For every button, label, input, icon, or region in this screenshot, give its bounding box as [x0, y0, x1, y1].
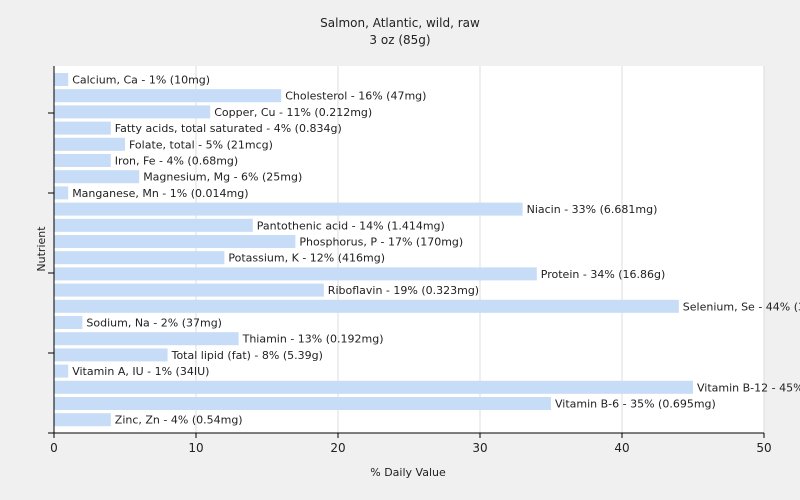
bar [54, 413, 111, 427]
bar [54, 137, 125, 151]
bar-data-label: Pantothenic acid - 14% (1.414mg) [257, 219, 445, 232]
plot-area [54, 66, 764, 433]
bar [54, 218, 253, 232]
bar [54, 267, 537, 281]
bar-data-label: Cholesterol - 16% (47mg) [285, 90, 426, 103]
bar [54, 364, 69, 378]
bar-data-label: Thiamin - 13% (0.192mg) [242, 333, 384, 346]
bar [54, 316, 83, 329]
bar-data-label: Manganese, Mn - 1% (0.014mg) [72, 187, 248, 200]
x-tick-label: 50 [756, 441, 771, 455]
bar [54, 121, 111, 135]
bar [54, 332, 239, 346]
bar [54, 170, 140, 184]
bar [54, 397, 551, 410]
bar-data-label: Vitamin A, IU - 1% (34IU) [72, 365, 209, 378]
bar-data-label: Iron, Fe - 4% (0.68mg) [115, 155, 238, 168]
bar-data-label: Total lipid (fat) - 8% (5.39g) [171, 349, 323, 362]
bar [54, 235, 296, 248]
bar-data-label: Phosphorus, P - 17% (170mg) [299, 236, 463, 249]
bar-data-label: Zinc, Zn - 4% (0.54mg) [115, 414, 243, 427]
bar [54, 154, 111, 167]
bar [54, 283, 324, 297]
bar-data-label: Vitamin B-12 - 45% (2.70mcg) [697, 381, 800, 394]
x-tick-label: 30 [472, 441, 487, 455]
bars: Calcium, Ca - 1% (10mg) Cholesterol - 16%… [54, 73, 800, 427]
x-tick-label: 20 [330, 441, 345, 455]
y-axis-label: Nutrient [35, 226, 48, 272]
x-tick-label: 0 [50, 441, 58, 455]
x-axis-label: % Daily Value [370, 466, 446, 479]
bar [54, 105, 211, 119]
bar-data-label: Niacin - 33% (6.681mg) [527, 203, 658, 216]
bar [54, 202, 523, 216]
chart-title: Salmon, Atlantic, wild, raw [320, 16, 480, 30]
bar [54, 89, 282, 103]
bar [54, 73, 69, 86]
bar-data-label: Selenium, Se - 44% (31.0mcg) [683, 300, 800, 313]
bar-data-label: Riboflavin - 19% (0.323mg) [328, 284, 479, 297]
bar [54, 299, 679, 313]
bar-data-label: Folate, total - 5% (21mcg) [129, 138, 273, 151]
bar [54, 186, 69, 200]
bar-data-label: Sodium, Na - 2% (37mg) [86, 317, 222, 330]
bar-data-label: Fatty acids, total saturated - 4% (0.834… [115, 122, 342, 135]
x-tick-label: 40 [614, 441, 629, 455]
bar-data-label: Protein - 34% (16.86g) [541, 268, 666, 281]
bar [54, 348, 168, 362]
bar [54, 380, 693, 394]
x-tick-label: 10 [188, 441, 203, 455]
bar-data-label: Magnesium, Mg - 6% (25mg) [143, 171, 302, 184]
bar-data-label: Calcium, Ca - 1% (10mg) [72, 74, 210, 87]
axes: 0 10 20 30 40 50 [48, 66, 772, 455]
bar-data-label: Vitamin B-6 - 35% (0.695mg) [555, 398, 716, 411]
bar-data-label: Copper, Cu - 11% (0.212mg) [214, 106, 372, 119]
bar-data-label: Potassium, K - 12% (416mg) [228, 252, 385, 265]
chart-subtitle: 3 oz (85g) [369, 33, 430, 47]
bar [54, 251, 225, 265]
gridlines [195, 66, 765, 433]
